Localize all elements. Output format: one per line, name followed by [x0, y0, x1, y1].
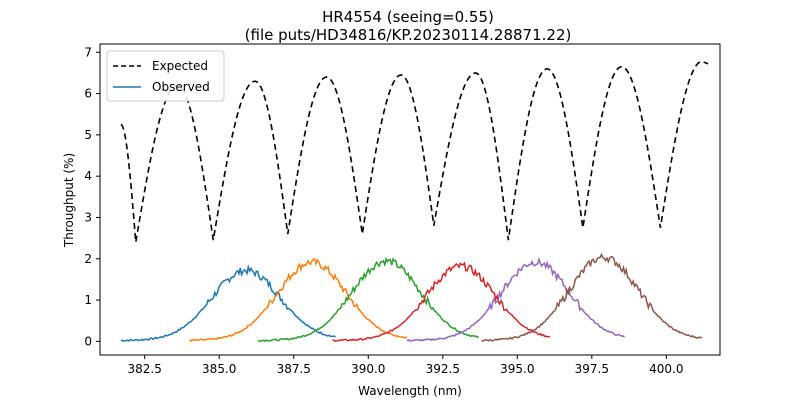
observed-series-line — [406, 256, 626, 342]
x-tick-label: 392.5 — [426, 362, 460, 376]
x-tick-label: 395.0 — [500, 362, 534, 376]
x-tick-label: 385.0 — [202, 362, 236, 376]
legend-expected-label: Expected — [152, 59, 208, 73]
expected-series-line — [120, 60, 709, 243]
x-axis-label: Wavelength (nm) — [358, 384, 462, 398]
chart-subtitle: (file puts/HD34816/KP.20230114.28871.22) — [245, 26, 572, 44]
observed-series-layer — [120, 252, 703, 343]
x-tick-label: 397.5 — [575, 362, 609, 376]
y-tick-label: 0 — [84, 334, 92, 348]
x-tick-label: 390.0 — [351, 362, 385, 376]
y-tick-label: 5 — [84, 128, 92, 142]
y-tick-label: 4 — [84, 169, 92, 183]
observed-series-line — [189, 258, 408, 342]
legend-observed-label: Observed — [152, 80, 210, 94]
y-tick-label: 6 — [84, 87, 92, 101]
plot-area — [120, 60, 709, 343]
legend: Expected Observed — [106, 50, 225, 102]
observed-series-line — [481, 252, 703, 342]
y-tick-label: 3 — [84, 210, 92, 224]
x-tick-label: 387.5 — [277, 362, 311, 376]
y-axis-label: Throughput (%) — [62, 153, 76, 248]
x-tick-label: 382.5 — [128, 362, 162, 376]
x-axis-ticks: 382.5 385.0 387.5 390.0 392.5 395.0 397.5 400.0 — [128, 355, 684, 376]
y-tick-label: 7 — [84, 45, 92, 59]
chart-title: HR4554 (seeing=0.55) — [322, 8, 494, 26]
observed-series-line — [257, 256, 479, 343]
y-tick-label: 1 — [84, 293, 92, 307]
observed-series-line — [120, 263, 336, 342]
y-tick-label: 2 — [84, 252, 92, 266]
legend-box — [106, 50, 225, 102]
axes-frame — [99, 43, 721, 356]
x-tick-label: 400.0 — [649, 362, 683, 376]
observed-series-line — [332, 261, 551, 343]
y-axis-ticks: 0 1 2 3 4 5 6 7 — [84, 45, 100, 348]
expected-series-layer — [120, 60, 709, 243]
